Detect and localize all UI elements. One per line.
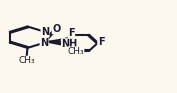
Text: CH₃: CH₃ — [18, 56, 35, 65]
Text: N: N — [41, 27, 49, 37]
Text: N: N — [40, 38, 48, 48]
Text: O: O — [52, 24, 60, 34]
Text: F: F — [68, 28, 75, 38]
Text: CH₃: CH₃ — [68, 46, 84, 56]
Text: NH: NH — [61, 39, 78, 49]
Text: F: F — [98, 37, 104, 47]
